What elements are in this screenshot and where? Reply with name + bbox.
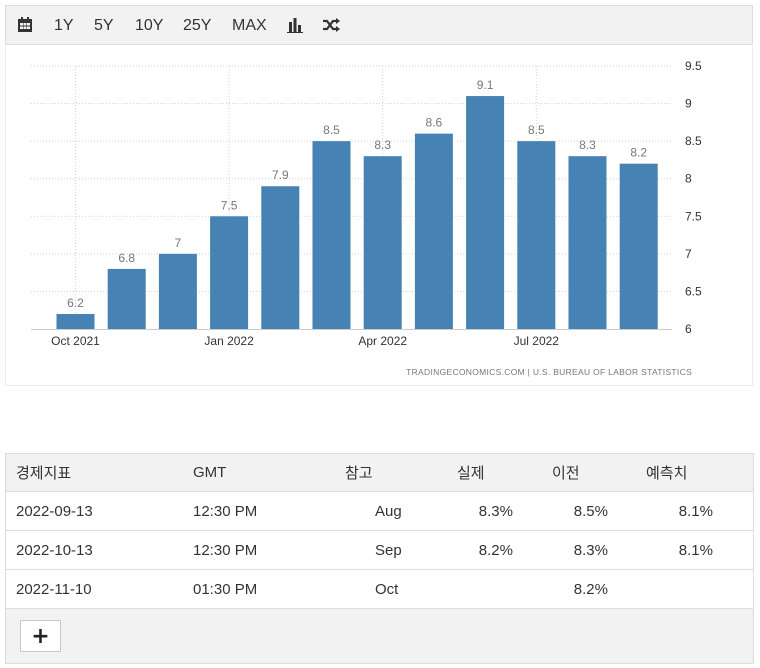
range-1y-button[interactable]: 1Y — [54, 17, 74, 34]
row-previous: 8.3% — [573, 541, 608, 559]
y-tick-label: 8.5 — [685, 134, 702, 148]
range-25y-button[interactable]: 25Y — [183, 17, 212, 34]
bar-value-label: 8.2 — [630, 146, 647, 160]
calendar-icon[interactable] — [16, 16, 34, 34]
bar-value-label: 6.8 — [118, 251, 135, 265]
row-reference: Aug — [375, 502, 402, 520]
row-forecast: 8.1% — [678, 502, 713, 520]
chart-container: 6.2 6.8 7 7.5 7.9 8.5 8.3 8.6 9.1 8.5 8.3 8.2 6 6.5 7… — [5, 46, 753, 386]
row-previous: 8.5% — [573, 502, 608, 520]
y-tick-label: 9 — [685, 97, 692, 111]
y-tick-label: 7 — [685, 247, 692, 261]
y-tick-label: 6.5 — [685, 284, 702, 298]
header-reference: 참고 — [345, 465, 373, 482]
row-actual: 8.2% — [478, 541, 513, 559]
bar[interactable] — [363, 156, 402, 329]
table-row: 2022-10-13 12:30 PM Sep 8.2% 8.3% 8.1% — [6, 531, 753, 570]
bar[interactable] — [210, 216, 249, 329]
row-actual — [446, 570, 513, 608]
range-5y-button[interactable]: 5Y — [94, 17, 114, 34]
header-previous: 이전 — [552, 465, 580, 482]
bar-value-label: 8.6 — [426, 116, 443, 130]
range-10y-button[interactable]: 10Y — [135, 17, 164, 34]
chart-source[interactable]: TRADINGECONOMICS.COM | U.S. BUREAU OF LA… — [406, 367, 692, 377]
row-time: 12:30 PM — [193, 502, 258, 520]
y-tick-label: 7.5 — [685, 209, 702, 223]
calendar-table: 경제지표 GMT 참고 실제 이전 예측치 2022-09-13 12:30 P… — [5, 453, 754, 664]
bar[interactable] — [414, 133, 453, 329]
header-forecast: 예측치 — [646, 465, 688, 482]
bar-value-label: 7.9 — [272, 168, 289, 182]
bar-value-label: 8.3 — [374, 138, 391, 152]
bar[interactable] — [466, 96, 505, 329]
chart-bars — [56, 96, 658, 329]
table-row: 2022-09-13 12:30 PM Aug 8.3% 8.5% 8.1% — [6, 492, 753, 531]
y-tick-label: 6 — [685, 322, 692, 336]
row-date: 2022-10-13 — [16, 541, 93, 559]
inflation-bar-chart: 6.2 6.8 7 7.5 7.9 8.5 8.3 8.6 9.1 8.5 8.3 8.2 6 6.5 7… — [31, 59, 702, 377]
bar[interactable] — [517, 141, 556, 329]
header-gmt: GMT — [193, 464, 227, 481]
bar-chart-icon[interactable] — [286, 16, 304, 34]
table-row: 2022-11-10 01:30 PM Oct 8.2% — [6, 570, 753, 609]
y-tick-label: 8 — [685, 172, 692, 186]
row-reference: Sep — [375, 541, 402, 559]
header-actual: 실제 — [457, 465, 485, 482]
bar[interactable] — [619, 163, 658, 329]
header-indicator: 경제지표 — [16, 465, 72, 482]
range-max-button[interactable]: MAX — [232, 17, 267, 34]
y-tick-label: 9.5 — [685, 59, 702, 73]
bar-value-label: 7 — [175, 236, 182, 250]
bar-value-label: 8.5 — [528, 123, 545, 137]
chart-axes: 6 6.5 7 7.5 8 8.5 9 9.5 Oct 2021 Jan 2022 Apr 2022… — [31, 59, 702, 348]
x-tick-label: Jul 2022 — [514, 334, 560, 348]
bar[interactable] — [312, 141, 351, 329]
row-reference: Oct — [375, 580, 399, 598]
table-header: 경제지표 GMT 참고 실제 이전 예측치 — [6, 454, 753, 492]
bar-value-label: 8.5 — [323, 123, 340, 137]
row-actual: 8.3% — [478, 502, 513, 520]
bar[interactable] — [56, 313, 95, 329]
x-tick-label: Oct 2021 — [51, 334, 100, 348]
bar[interactable] — [261, 186, 300, 329]
row-time: 12:30 PM — [193, 541, 258, 559]
bar[interactable] — [568, 156, 607, 329]
bar-value-label: 7.5 — [221, 198, 238, 212]
shuffle-icon[interactable] — [322, 16, 340, 34]
x-tick-label: Apr 2022 — [358, 334, 407, 348]
chart-value-labels: 6.2 6.8 7 7.5 7.9 8.5 8.3 8.6 9.1 8.5 8.3 8.2 — [67, 78, 647, 310]
row-date: 2022-11-10 — [16, 580, 92, 598]
row-date: 2022-09-13 — [16, 502, 93, 520]
bar[interactable] — [158, 253, 197, 329]
row-time: 01:30 PM — [193, 580, 258, 598]
x-tick-label: Jan 2022 — [204, 334, 254, 348]
bar[interactable] — [107, 268, 146, 329]
expand-rows-button[interactable]: + — [20, 620, 61, 652]
chart-toolbar: 1Y 5Y 10Y 25Y MAX — [5, 5, 753, 45]
bar-value-label: 8.3 — [579, 138, 596, 152]
row-forecast: 8.1% — [678, 541, 713, 559]
bar-value-label: 9.1 — [477, 78, 494, 92]
row-forecast — [646, 570, 713, 608]
bar-value-label: 6.2 — [67, 296, 84, 310]
table-footer: + — [6, 609, 753, 663]
row-previous: 8.2% — [573, 580, 608, 598]
